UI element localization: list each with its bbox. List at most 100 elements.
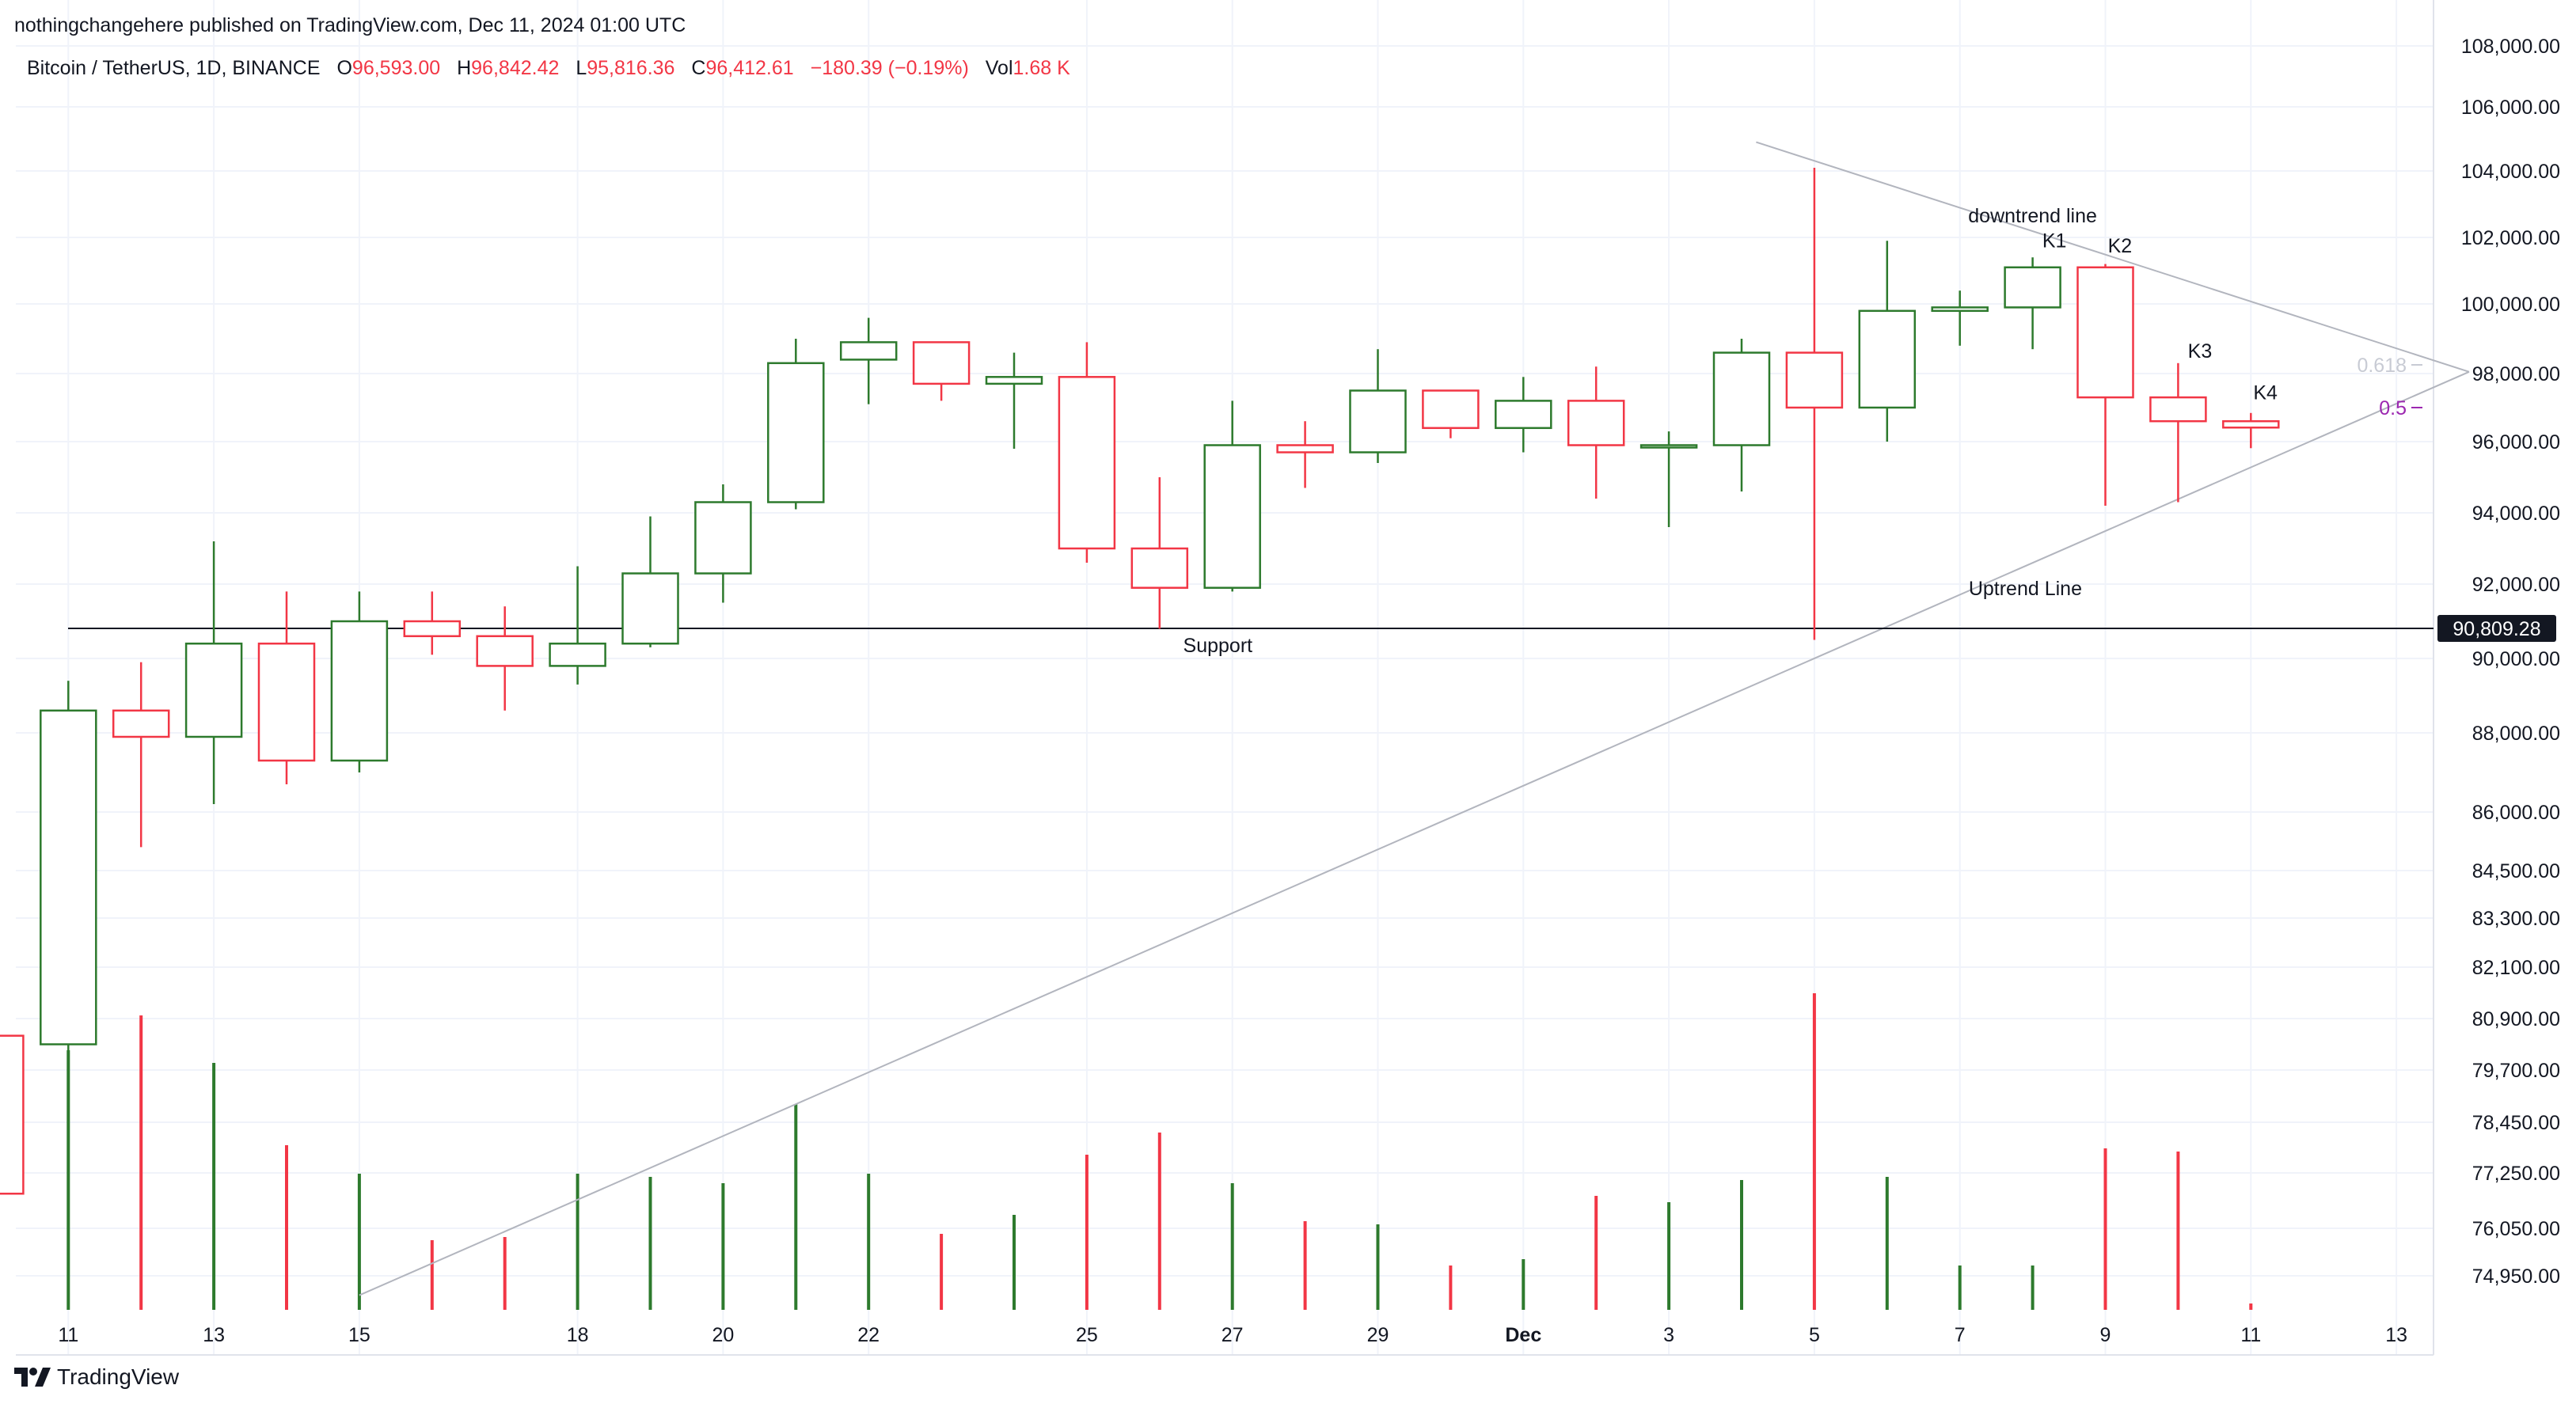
candle-body	[0, 1034, 25, 1195]
price-tick-label: 86,000.00	[2472, 802, 2560, 824]
candle-body	[767, 362, 825, 503]
annotation-label: downtrend line	[1968, 205, 2097, 227]
candle-body	[2222, 419, 2280, 429]
change-value: −180.39 (−0.19%)	[810, 57, 969, 79]
candle	[476, 606, 534, 711]
candle	[1058, 342, 1116, 563]
candle	[1276, 421, 1334, 488]
price-tick-label: 78,450.00	[2472, 1112, 2560, 1134]
support-label: Support	[1184, 635, 1253, 657]
candle	[184, 541, 243, 804]
volume-bars	[66, 993, 2253, 1310]
price-tick-label: 100,000.00	[2461, 294, 2560, 316]
price-tick-label: 76,050.00	[2472, 1218, 2560, 1240]
candle-body	[40, 709, 97, 1045]
price-tick-label: 77,250.00	[2472, 1163, 2560, 1185]
candle-body	[985, 376, 1043, 385]
price-tick-label: 90,000.00	[2472, 648, 2560, 670]
date-tick-label: Dec	[1505, 1324, 1541, 1346]
date-tick-label: 18	[567, 1324, 589, 1346]
candle	[1422, 389, 1480, 438]
uptrend-line	[359, 370, 2470, 1296]
tradingview-logo-icon	[14, 1368, 51, 1387]
tradingview-footer[interactable]: TradingView	[14, 1364, 179, 1390]
price-tick-label: 92,000.00	[2472, 574, 2560, 596]
candle	[1931, 290, 1989, 346]
annotation-label: K1	[2042, 230, 2067, 252]
candle	[767, 339, 825, 510]
candle-body	[257, 642, 316, 762]
price-tick-label: 79,700.00	[2472, 1060, 2560, 1082]
candle-body	[1639, 444, 1698, 449]
date-tick-label: 9	[2100, 1324, 2111, 1346]
candle-body	[403, 620, 462, 638]
volume-value: 1.68 K	[1013, 57, 1070, 79]
date-tick-label: 11	[58, 1324, 78, 1346]
candle	[694, 484, 752, 603]
candle-body	[1422, 389, 1480, 430]
candle-body	[1058, 376, 1116, 550]
volume-label: Vol	[985, 57, 1013, 79]
price-tick-label: 102,000.00	[2461, 227, 2560, 249]
candle	[2149, 362, 2207, 503]
date-tick-label: 11	[2240, 1324, 2261, 1346]
high-value: 96,842.42	[471, 57, 560, 79]
candle-body	[839, 341, 898, 361]
support-price-label: 90,809.28	[2453, 618, 2540, 640]
price-tick-label: 74,950.00	[2472, 1265, 2560, 1288]
candle	[549, 566, 606, 685]
date-tick-label: 13	[2385, 1324, 2407, 1346]
candle	[257, 591, 316, 784]
drawing-lines	[68, 141, 2470, 1296]
high-label: H	[457, 57, 472, 79]
candle	[621, 516, 679, 647]
candle-body	[1931, 306, 1989, 313]
candle	[2222, 412, 2280, 449]
candle	[1130, 477, 1189, 629]
symbol-name[interactable]: Bitcoin / TetherUS, 1D, BINANCE	[27, 57, 321, 79]
candle-body	[1712, 351, 1771, 446]
price-tick-label: 82,100.00	[2472, 957, 2560, 979]
candle	[1785, 167, 1844, 640]
price-axis: 108,000.00 106,000.00 104,000.00 102,000.00…	[2437, 36, 2560, 1288]
tradingview-brand: TradingView	[57, 1364, 180, 1389]
date-tick-label: 27	[1222, 1324, 1244, 1346]
low-value: 95,816.36	[587, 57, 675, 79]
candle	[403, 591, 462, 655]
price-tick-label: 98,000.00	[2472, 363, 2560, 385]
symbol-legend: Bitcoin / TetherUS, 1D, BINANCE O96,593.…	[27, 57, 1081, 80]
fib-level-label: 0.618	[2357, 355, 2407, 377]
published-caption: nothingchangehere published on TradingVi…	[14, 14, 686, 36]
candle-body	[694, 501, 752, 575]
low-label: L	[576, 57, 587, 79]
price-tick-label: 104,000.00	[2461, 161, 2560, 183]
candle	[112, 662, 170, 848]
candle-body	[621, 572, 679, 645]
price-tick-label: 94,000.00	[2472, 503, 2560, 525]
price-tick-label: 88,000.00	[2472, 723, 2560, 745]
price-tick-label: 106,000.00	[2461, 97, 2560, 119]
candle-body	[476, 635, 534, 667]
price-tick-label: 108,000.00	[2461, 36, 2560, 58]
candle-body	[2076, 266, 2134, 399]
candle	[1495, 377, 1552, 453]
close-value: 96,412.61	[705, 57, 794, 79]
support-price-tag	[2437, 614, 2556, 642]
annotation-label: Uptrend Line	[1969, 578, 2082, 600]
date-tick-label: 22	[857, 1324, 880, 1346]
candle	[1639, 431, 1698, 527]
candle-body	[1349, 389, 1407, 453]
close-label: C	[691, 57, 706, 79]
candle	[1567, 366, 1625, 499]
candle-body	[1203, 444, 1261, 589]
date-tick-label: 15	[348, 1324, 370, 1346]
downtrend-line	[1756, 141, 2470, 373]
candle	[912, 341, 971, 401]
candle-body	[549, 642, 606, 667]
date-tick-label: 20	[712, 1324, 734, 1346]
date-tick-label: 13	[203, 1324, 225, 1346]
candle-body	[112, 709, 170, 738]
candlesticks	[0, 167, 2280, 1195]
candle	[985, 352, 1043, 449]
